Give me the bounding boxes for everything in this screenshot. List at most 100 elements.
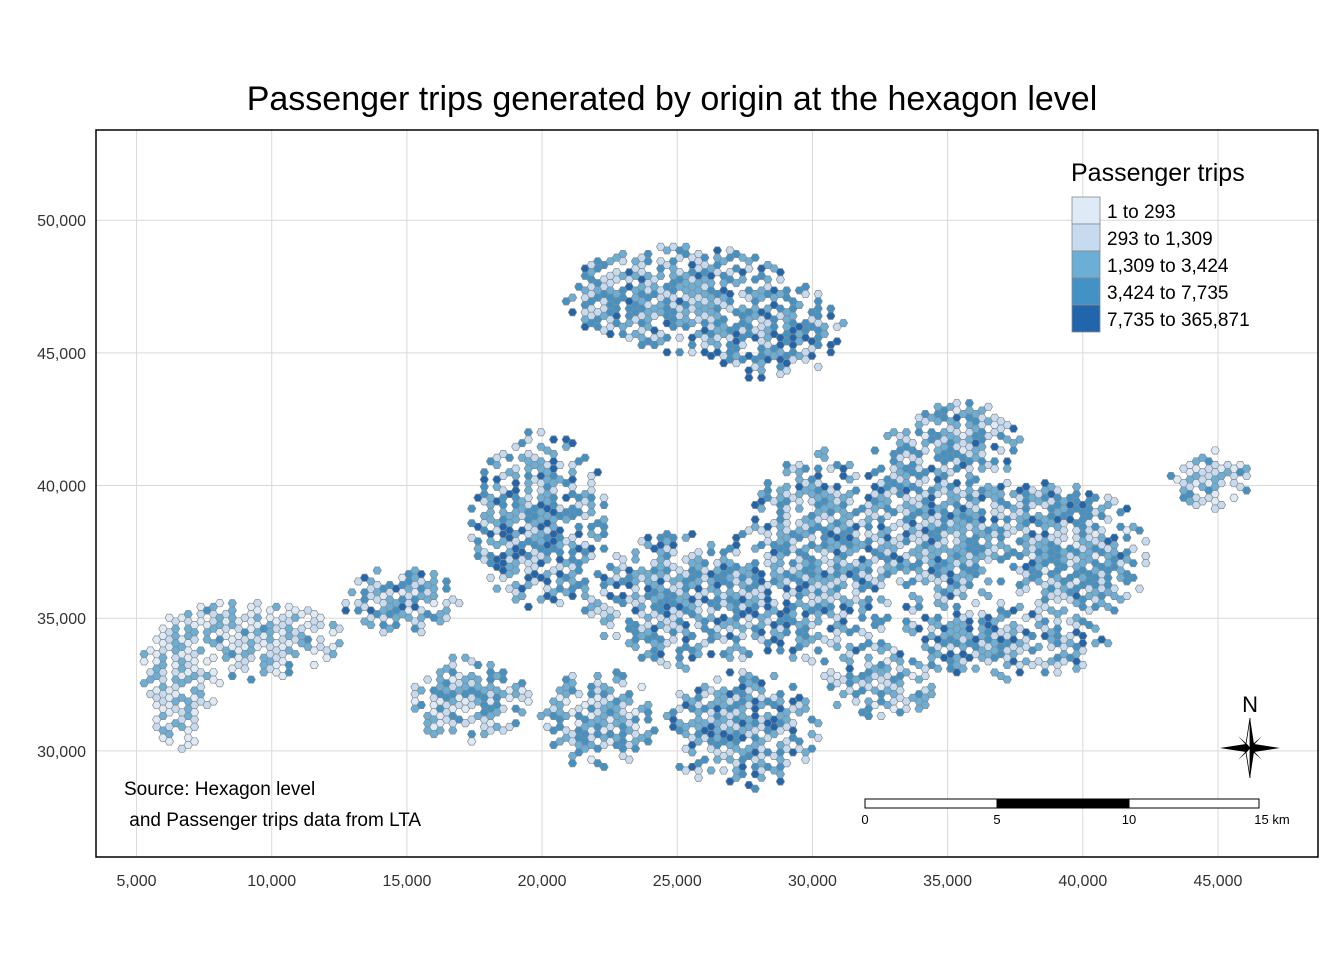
hexagon <box>977 508 987 517</box>
hexagon <box>964 610 975 619</box>
hexagon <box>706 766 716 775</box>
panel-border <box>95 129 1319 858</box>
hexagon <box>725 290 735 299</box>
hexagon <box>952 420 962 429</box>
scale-segment-1 <box>864 798 998 809</box>
hexagon <box>574 566 584 575</box>
hexagon <box>989 457 1000 466</box>
hexagon <box>1071 482 1082 491</box>
hexagon <box>479 475 489 484</box>
hexagon <box>813 617 823 626</box>
hexagon <box>996 577 1006 586</box>
hexagon <box>567 759 578 768</box>
x-axis-ticks: 5,000 10,000 15,000 20,000 25,000 30,000 35,00… <box>117 873 1243 890</box>
hexagon <box>800 464 811 473</box>
hexagon <box>441 606 452 615</box>
hexagon <box>467 504 477 513</box>
hexagon <box>863 711 874 720</box>
hexagon <box>611 311 622 320</box>
x-tick-label: 20,000 <box>518 873 567 890</box>
hexagon <box>681 664 691 673</box>
hexagon <box>1128 544 1138 553</box>
hexagon <box>599 544 609 553</box>
hexagon <box>605 330 615 339</box>
hexagon <box>441 613 452 622</box>
hexagon <box>1040 617 1050 626</box>
hexagon <box>498 704 508 713</box>
hexagon <box>895 657 905 666</box>
hexagon <box>939 602 949 611</box>
hexagon <box>555 526 565 535</box>
hexagon <box>1090 493 1101 502</box>
hexagon <box>246 653 256 662</box>
hexagon <box>901 704 912 713</box>
scale-segment-2 <box>996 798 1130 809</box>
credits-line-1: Source: Hexagon level <box>124 779 315 800</box>
hexagon <box>744 650 754 659</box>
hexagon <box>662 348 672 357</box>
hexagon <box>599 762 609 771</box>
hexagon <box>700 755 710 764</box>
hexagon <box>958 664 968 673</box>
hexagon <box>567 679 578 688</box>
hexagon <box>782 628 792 637</box>
hexagon <box>605 686 615 695</box>
hexagon <box>769 322 779 331</box>
hexagon <box>511 566 521 575</box>
hexagon <box>681 242 691 251</box>
hexagon <box>989 464 1000 473</box>
hexagon <box>1002 479 1012 488</box>
legend-swatch <box>1071 304 1101 333</box>
hexagon <box>1122 533 1132 542</box>
hexagon <box>309 661 319 670</box>
hexagon <box>1141 551 1151 560</box>
hexagon <box>542 555 552 564</box>
hexagon <box>523 690 534 699</box>
hexagon <box>851 471 861 480</box>
hexagon <box>637 602 647 611</box>
hexagon <box>548 493 559 502</box>
hexagon <box>429 570 439 579</box>
hexagon <box>775 559 786 568</box>
hexagon <box>756 773 767 782</box>
hexagon <box>977 566 987 575</box>
hexagon <box>882 664 893 673</box>
hexagon <box>712 246 723 255</box>
hexagon <box>523 428 534 437</box>
hexagon <box>164 730 174 739</box>
x-tick-label: 5,000 <box>117 873 157 890</box>
hexagon <box>158 661 168 670</box>
scale-segment-3 <box>1128 798 1260 809</box>
hexagon <box>271 602 282 611</box>
hexagon <box>492 461 502 469</box>
credits-line-2: and Passenger trips data from LTA <box>124 810 421 831</box>
x-tick-label: 35,000 <box>923 873 972 890</box>
hexagon <box>800 282 811 291</box>
hexagon <box>567 475 578 484</box>
hexagon <box>536 428 546 437</box>
hexagon <box>567 591 578 600</box>
hexagon <box>983 577 993 586</box>
hexagon <box>756 373 767 382</box>
hexagon <box>775 646 786 655</box>
hexagon <box>908 439 918 448</box>
hexagon <box>643 715 653 724</box>
hexagon <box>939 537 949 546</box>
hexagon <box>1122 591 1132 600</box>
hexagon <box>1015 602 1025 611</box>
hexagon <box>637 682 647 691</box>
hexagon <box>473 537 483 546</box>
hexagon <box>586 544 597 553</box>
hexagon <box>517 708 527 717</box>
hexagon <box>416 628 426 637</box>
hexagon <box>630 548 641 557</box>
hexagon <box>813 290 823 299</box>
hexagon <box>555 461 565 469</box>
hexagon <box>863 653 874 662</box>
hexagon <box>819 446 830 455</box>
hexagon <box>523 435 534 444</box>
hexagon <box>189 715 200 724</box>
hexagon <box>599 530 609 539</box>
hexagon <box>643 250 653 259</box>
